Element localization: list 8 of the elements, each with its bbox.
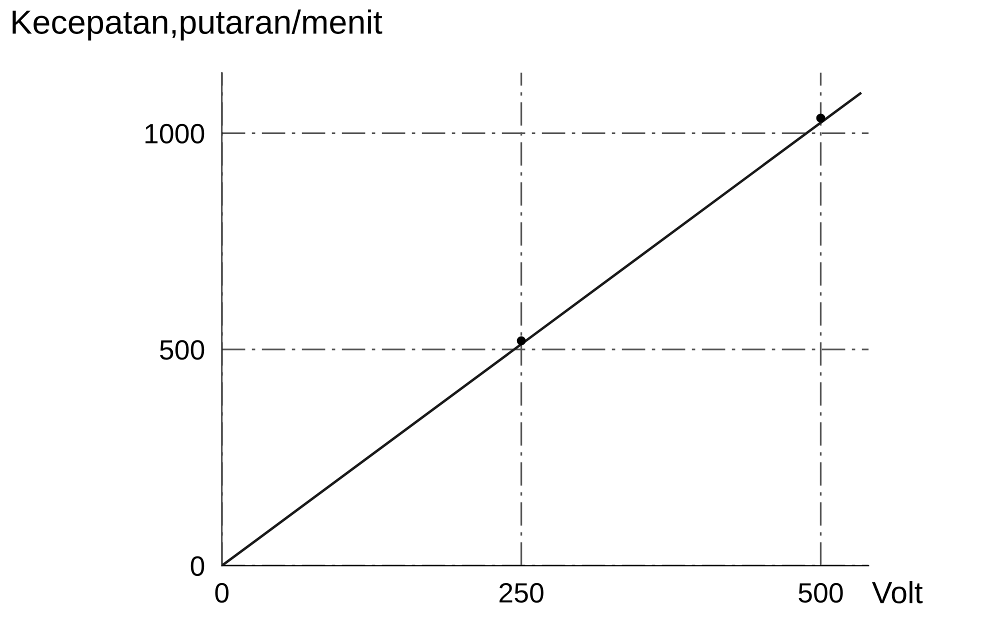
x-tick-label: 500 — [798, 583, 843, 603]
x-tick-label: 250 — [500, 583, 544, 603]
y-tick-label: 1000 — [146, 124, 204, 144]
y-tick-label: 0 — [190, 556, 204, 576]
x-tick-label: 0 — [215, 583, 229, 603]
y-axis-title: Kecepatan,putaran/menit — [12, 9, 382, 41]
y-tick-label: 500 — [160, 340, 204, 360]
x-axis-title: Volt — [872, 580, 923, 604]
